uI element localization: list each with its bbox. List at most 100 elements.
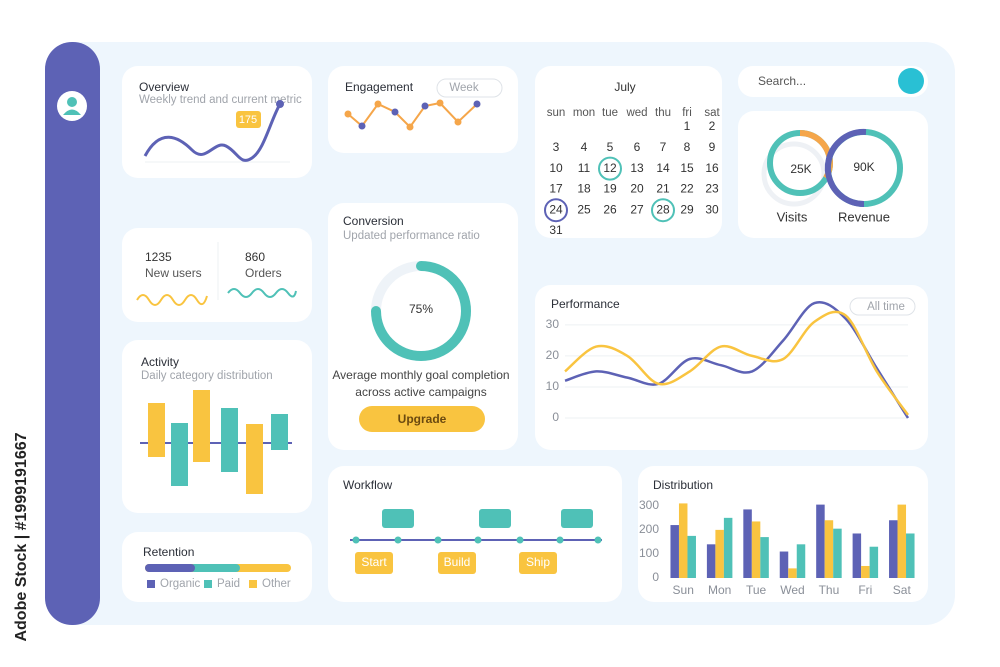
day-highlight — [598, 156, 622, 181]
day: 26 — [603, 202, 617, 216]
card — [122, 228, 312, 322]
day: 27 — [630, 202, 644, 216]
card-title: Retention — [143, 545, 194, 559]
bar — [897, 504, 907, 578]
day: 30 — [705, 202, 719, 216]
engagement-dots — [344, 99, 481, 131]
x-tick-label: Wed — [780, 583, 804, 597]
bar — [852, 533, 862, 578]
stat-value: 1235 — [145, 250, 172, 264]
card-subtitle: Updated performance ratio — [343, 230, 480, 242]
workflow-nodes — [352, 536, 602, 544]
bar — [706, 544, 716, 578]
day: 9 — [709, 140, 716, 154]
step-label: Ship — [526, 555, 550, 569]
sparkline — [143, 103, 282, 162]
card-title: Workflow — [343, 478, 392, 492]
line — [564, 310, 910, 416]
x-tick-label: Tue — [746, 583, 767, 597]
card-title: Activity — [141, 355, 179, 369]
x-tick-label: Sat — [893, 583, 912, 597]
search-placeholder: Search... — [758, 74, 806, 88]
bar — [678, 503, 688, 578]
y-tick-label: 300 — [639, 498, 659, 512]
bar — [743, 509, 752, 578]
line — [564, 301, 910, 419]
revenue-label: Revenue — [838, 209, 890, 224]
card-title: Conversion — [343, 214, 404, 228]
search-button[interactable] — [898, 68, 924, 94]
day-highlight — [651, 198, 675, 223]
legend-label: Paid — [217, 578, 240, 590]
badge — [236, 111, 261, 128]
caption: across active campaigns — [355, 385, 486, 399]
bar — [816, 504, 825, 578]
bar — [715, 529, 724, 578]
upgrade-button[interactable] — [359, 406, 485, 432]
day: 29 — [680, 202, 694, 216]
card — [122, 340, 312, 513]
card-title: Performance — [551, 297, 620, 311]
bar — [760, 537, 769, 578]
day: 4 — [581, 140, 588, 154]
legend-swatch — [204, 580, 212, 588]
legend-label: Other — [262, 578, 291, 590]
day: 21 — [656, 182, 670, 196]
day: 12 — [603, 161, 617, 175]
progress-arc — [371, 261, 471, 361]
bar — [889, 520, 898, 578]
workflow-step — [438, 552, 476, 574]
day: 18 — [577, 182, 591, 196]
day: 6 — [634, 140, 641, 154]
y-tick-label: 30 — [546, 317, 560, 331]
day: 28 — [656, 202, 670, 216]
day: 5 — [607, 140, 614, 154]
step-label: Build — [444, 555, 471, 569]
card — [122, 66, 312, 178]
weekday: mon — [573, 107, 595, 119]
day: 17 — [549, 182, 563, 196]
retention-paid — [190, 564, 240, 572]
x-tick-label: Sun — [673, 583, 694, 597]
stat-label: Orders — [245, 266, 282, 280]
visits-value: 25K — [790, 162, 811, 176]
x-tick-label: Fri — [858, 583, 872, 597]
period: Week — [449, 82, 478, 94]
day: 7 — [660, 140, 667, 154]
day: 14 — [656, 161, 670, 175]
bar — [779, 551, 789, 578]
period-pill[interactable] — [436, 78, 503, 98]
weekday: thu — [655, 107, 671, 119]
day: 10 — [549, 161, 563, 175]
search-box[interactable] — [738, 66, 928, 97]
day: 22 — [680, 182, 694, 196]
day: 20 — [630, 182, 644, 196]
day: 25 — [577, 202, 591, 216]
workflow-task — [382, 509, 414, 528]
avatar-head — [67, 97, 77, 107]
day: 15 — [680, 161, 694, 175]
workflow-step — [355, 552, 393, 574]
card — [535, 66, 722, 238]
bar — [751, 521, 761, 578]
day: 23 — [705, 182, 719, 196]
day: 2 — [709, 119, 716, 133]
card — [328, 203, 518, 450]
bar — [824, 520, 834, 578]
filter-pill[interactable] — [849, 297, 916, 316]
y-tick-label: 100 — [639, 546, 659, 560]
weekday: tue — [602, 107, 618, 119]
bar — [788, 568, 797, 578]
legend-label: Organic — [160, 578, 201, 590]
squiggle — [227, 288, 297, 298]
card-subtitle: Weekly trend and current metric — [139, 94, 302, 106]
card-title: Overview — [139, 80, 189, 94]
filter: All time — [867, 301, 905, 313]
day: 31 — [549, 223, 563, 237]
badge-text: 175 — [239, 114, 257, 126]
weekday: wed — [625, 107, 647, 119]
squiggle — [136, 294, 208, 306]
